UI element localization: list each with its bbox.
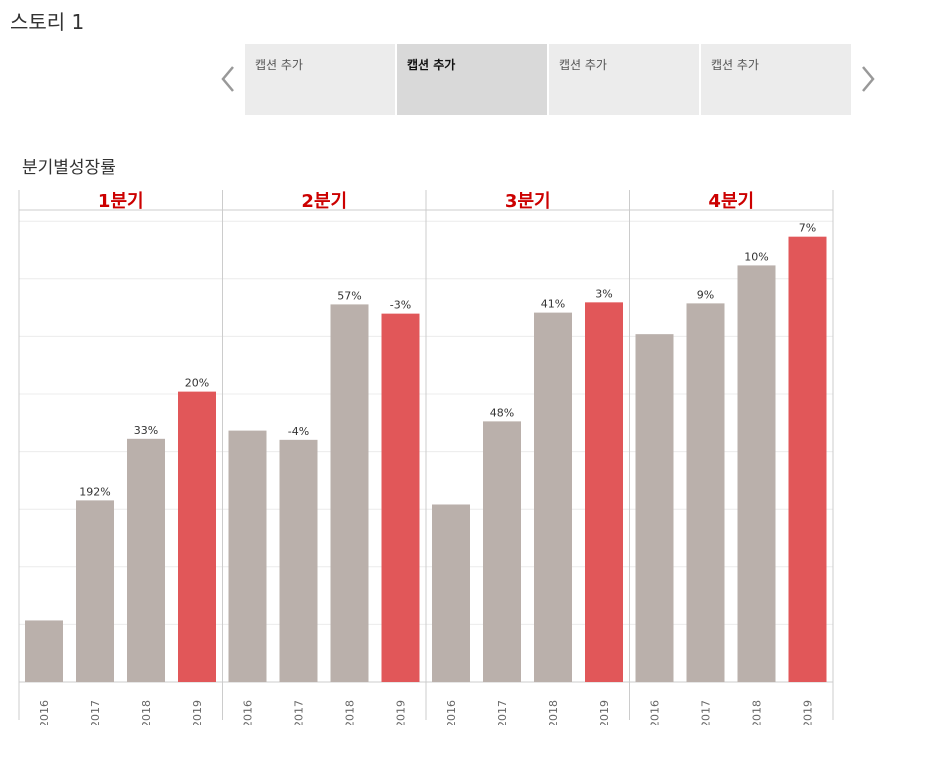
bar bbox=[788, 236, 827, 682]
bar bbox=[635, 334, 674, 682]
x-tick-label: 2017 bbox=[89, 700, 102, 725]
chevron-left-icon[interactable] bbox=[215, 64, 241, 94]
data-label: 3% bbox=[595, 287, 612, 300]
bar-chart: 1분기 2016 192% 2017 33% 2018 20% 2019 2분기 2016 -4% 2… bbox=[18, 190, 834, 725]
bar bbox=[483, 421, 521, 682]
caption-strip: 캡션 추가 캡션 추가 캡션 추가 캡션 추가 bbox=[245, 44, 851, 115]
story-title: 스토리 1 bbox=[10, 10, 85, 34]
bar bbox=[737, 265, 776, 682]
bar bbox=[330, 304, 369, 682]
data-label: 7% bbox=[799, 222, 816, 235]
bar bbox=[76, 500, 114, 682]
panel-header: 2분기 bbox=[301, 191, 347, 212]
sheet-title: 분기별성장률 bbox=[22, 158, 116, 178]
bar bbox=[127, 438, 165, 682]
x-tick-label: 2016 bbox=[242, 700, 255, 725]
x-tick-label: 2016 bbox=[38, 700, 51, 725]
bar bbox=[279, 439, 318, 682]
x-tick-label: 2019 bbox=[802, 700, 815, 725]
panel-header: 3분기 bbox=[505, 191, 551, 212]
bar bbox=[25, 620, 63, 682]
caption-tab-2[interactable]: 캡션 추가 bbox=[397, 44, 547, 115]
caption-tab-1[interactable]: 캡션 추가 bbox=[245, 44, 395, 115]
data-label: 57% bbox=[337, 289, 361, 302]
panel-header: 4분기 bbox=[708, 191, 754, 212]
data-label: 33% bbox=[134, 424, 158, 437]
data-label: -3% bbox=[390, 299, 411, 312]
data-label: 192% bbox=[79, 485, 110, 498]
caption-tab-4[interactable]: 캡션 추가 bbox=[701, 44, 851, 115]
x-tick-label: 2016 bbox=[649, 700, 662, 725]
x-tick-label: 2019 bbox=[395, 700, 408, 725]
bar bbox=[381, 313, 420, 682]
bar bbox=[228, 430, 267, 682]
x-tick-label: 2019 bbox=[598, 700, 611, 725]
x-tick-label: 2017 bbox=[496, 700, 509, 725]
data-label: 48% bbox=[490, 406, 514, 419]
x-tick-label: 2019 bbox=[191, 700, 204, 725]
bar bbox=[534, 312, 572, 682]
data-label: 20% bbox=[185, 377, 209, 390]
data-label: 41% bbox=[541, 298, 565, 311]
bar bbox=[585, 302, 623, 682]
x-tick-label: 2017 bbox=[293, 700, 306, 725]
data-label: -4% bbox=[288, 425, 309, 438]
bar bbox=[178, 391, 216, 682]
caption-tab-3[interactable]: 캡션 추가 bbox=[549, 44, 699, 115]
data-label: 10% bbox=[744, 250, 768, 263]
bar bbox=[432, 504, 470, 682]
x-tick-label: 2017 bbox=[700, 700, 713, 725]
data-label: 9% bbox=[697, 288, 714, 301]
x-tick-label: 2018 bbox=[751, 700, 764, 725]
x-tick-label: 2018 bbox=[140, 700, 153, 725]
chevron-right-icon[interactable] bbox=[855, 64, 881, 94]
x-tick-label: 2018 bbox=[344, 700, 357, 725]
x-tick-label: 2016 bbox=[445, 700, 458, 725]
x-tick-label: 2018 bbox=[547, 700, 560, 725]
bar bbox=[686, 303, 725, 682]
panel-header: 1분기 bbox=[98, 191, 144, 212]
